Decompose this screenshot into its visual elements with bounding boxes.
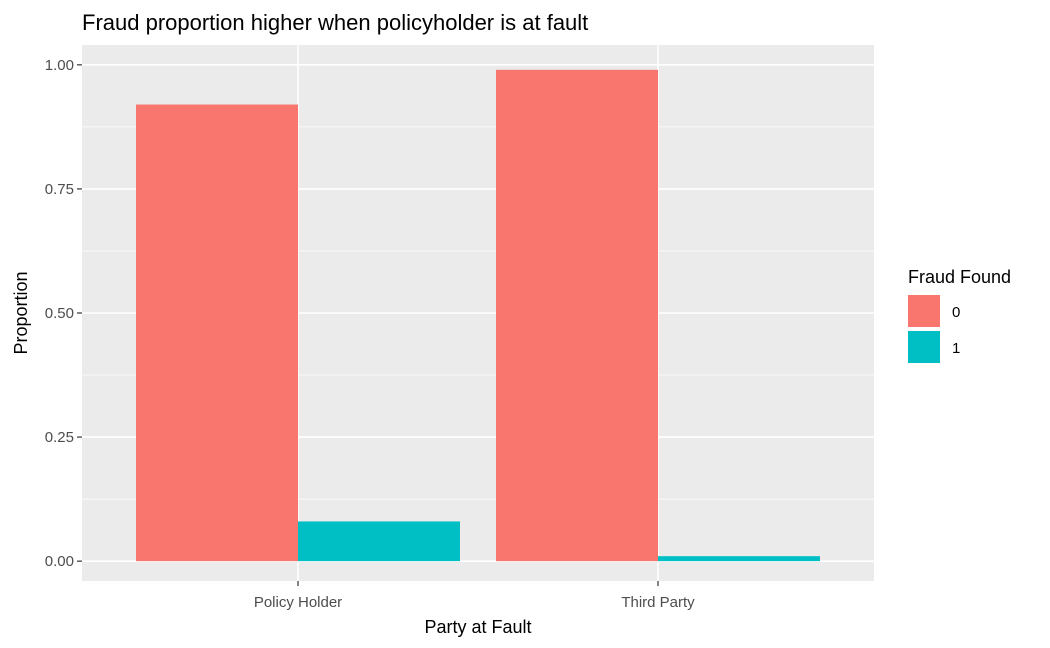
legend: Fraud Found 0 1 xyxy=(908,267,1011,363)
x-tick-label: Third Party xyxy=(621,594,695,611)
bar-third-party-fraud-1 xyxy=(658,556,820,562)
bar-policy-holder-fraud-1 xyxy=(298,521,460,562)
bars xyxy=(136,69,820,562)
chart-title: Fraud proportion higher when policyholde… xyxy=(82,10,588,35)
y-tick-label: 0.50 xyxy=(45,305,74,322)
x-axis: Policy Holder Third Party xyxy=(254,581,695,611)
legend-label-0: 0 xyxy=(952,304,960,321)
y-tick-label: 0.25 xyxy=(45,429,74,446)
y-tick-label: 1.00 xyxy=(45,57,74,74)
x-tick-label: Policy Holder xyxy=(254,594,342,611)
x-axis-title: Party at Fault xyxy=(424,617,531,637)
y-axis-title: Proportion xyxy=(11,271,31,354)
y-tick-label: 0.75 xyxy=(45,181,74,198)
bar-policy-holder-fraud-0 xyxy=(136,104,298,562)
legend-title: Fraud Found xyxy=(908,267,1011,287)
y-axis: 0.00 0.25 0.50 0.75 1.00 xyxy=(45,57,82,570)
legend-key-1 xyxy=(908,331,940,363)
legend-label-1: 1 xyxy=(952,340,960,357)
legend-key-0 xyxy=(908,295,940,327)
y-tick-label: 0.00 xyxy=(45,553,74,570)
bar-third-party-fraud-0 xyxy=(496,69,658,562)
